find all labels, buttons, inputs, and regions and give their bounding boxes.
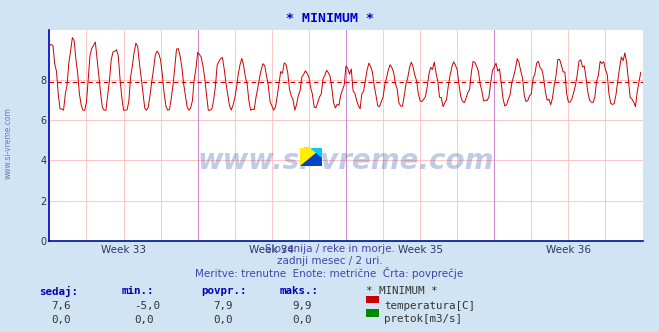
Text: povpr.:: povpr.: bbox=[201, 286, 246, 296]
Text: pretok[m3/s]: pretok[m3/s] bbox=[384, 314, 462, 324]
Text: temperatura[C]: temperatura[C] bbox=[384, 301, 475, 311]
Polygon shape bbox=[311, 148, 322, 157]
Text: 0,0: 0,0 bbox=[213, 315, 233, 325]
Text: * MINIMUM *: * MINIMUM * bbox=[285, 12, 374, 25]
Text: zadnji mesec / 2 uri.: zadnji mesec / 2 uri. bbox=[277, 256, 382, 266]
Text: 0,0: 0,0 bbox=[134, 315, 154, 325]
Polygon shape bbox=[300, 148, 322, 166]
Text: -5,0: -5,0 bbox=[134, 301, 159, 311]
Text: * MINIMUM *: * MINIMUM * bbox=[366, 286, 437, 296]
Text: 7,6: 7,6 bbox=[51, 301, 71, 311]
Text: Slovenija / reke in morje.: Slovenija / reke in morje. bbox=[264, 244, 395, 254]
Text: 0,0: 0,0 bbox=[292, 315, 312, 325]
Text: www.si-vreme.com: www.si-vreme.com bbox=[198, 147, 494, 175]
Text: 0,0: 0,0 bbox=[51, 315, 71, 325]
Text: min.:: min.: bbox=[122, 286, 154, 296]
Text: 9,9: 9,9 bbox=[292, 301, 312, 311]
Text: maks.:: maks.: bbox=[280, 286, 319, 296]
Polygon shape bbox=[300, 148, 322, 166]
Text: www.si-vreme.com: www.si-vreme.com bbox=[4, 107, 13, 179]
Text: Meritve: trenutne  Enote: metrične  Črta: povprečje: Meritve: trenutne Enote: metrične Črta: … bbox=[195, 267, 464, 279]
Text: 7,9: 7,9 bbox=[213, 301, 233, 311]
Text: sedaj:: sedaj: bbox=[40, 286, 78, 297]
